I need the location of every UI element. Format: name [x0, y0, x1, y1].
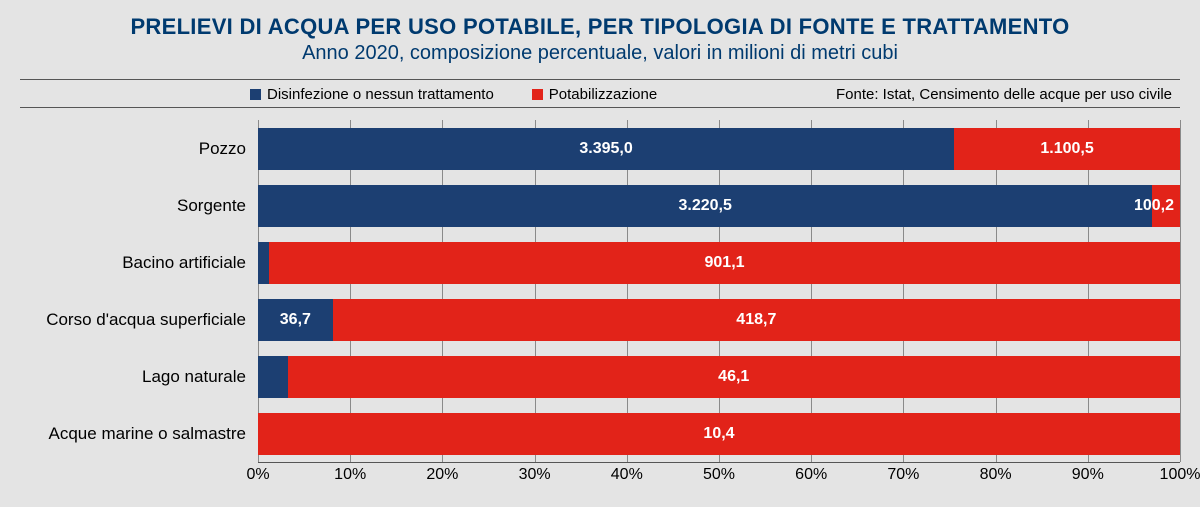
x-axis-tick: 50%: [703, 466, 735, 484]
stacked-bar: 3.220,5100,2: [258, 185, 1180, 227]
y-axis-label: Lago naturale: [20, 348, 258, 405]
bar-segment-b: 901,1: [269, 242, 1180, 284]
bar-segment-b: 10,4: [258, 413, 1180, 455]
x-axis-line: [258, 462, 1180, 463]
x-axis-tick: 90%: [1072, 466, 1104, 484]
x-axis-tick: 10%: [334, 466, 366, 484]
x-axis-tick: 70%: [887, 466, 919, 484]
bars-container: 3.395,01.100,5 3.220,5100,2 0,2901,1 36,741…: [258, 120, 1180, 462]
stacked-bar: 0,2901,1: [258, 242, 1180, 284]
bar-segment-b: 46,1: [288, 356, 1180, 398]
source-text: Fonte: Istat, Censimento delle acque per…: [836, 86, 1180, 103]
bar-segment-b: 100,2: [1152, 185, 1180, 227]
bar-row: 3.395,01.100,5: [258, 120, 1180, 177]
plot-area: 3.395,01.100,5 3.220,5100,2 0,2901,1 36,741…: [258, 120, 1180, 462]
legend-item-a: Disinfezione o nessun trattamento: [250, 86, 494, 103]
x-axis-tick: 20%: [426, 466, 458, 484]
x-axis-tick: 60%: [795, 466, 827, 484]
legend-swatch-a: [250, 89, 261, 100]
bar-row: 1,546,1: [258, 348, 1180, 405]
stacked-bar: 36,7418,7: [258, 299, 1180, 341]
x-axis-tick: 0%: [246, 466, 269, 484]
x-axis-tick: 40%: [611, 466, 643, 484]
bar-segment-a: 3.220,5: [258, 185, 1152, 227]
bar-segment-a: 1,5: [258, 356, 288, 398]
x-axis-tick: 30%: [519, 466, 551, 484]
y-axis-label: Pozzo: [20, 120, 258, 177]
stacked-bar: 1,546,1: [258, 356, 1180, 398]
x-axis-tick: 100%: [1160, 466, 1200, 484]
bar-row: 0,2901,1: [258, 234, 1180, 291]
stacked-bar: 3.395,01.100,5: [258, 128, 1180, 170]
y-axis-label: Sorgente: [20, 177, 258, 234]
x-axis-tick: 80%: [980, 466, 1012, 484]
legend-swatch-b: [532, 89, 543, 100]
chart-area: PozzoSorgenteBacino artificialeCorso d'a…: [20, 120, 1180, 462]
bar-segment-a: 0,2: [258, 242, 269, 284]
legend-item-b: Potabilizzazione: [532, 86, 657, 103]
chart-title: PRELIEVI DI ACQUA PER USO POTABILE, PER …: [20, 14, 1180, 40]
bar-segment-b: 1.100,5: [954, 128, 1180, 170]
bar-row: 36,7418,7: [258, 291, 1180, 348]
legend-row: Disinfezione o nessun trattamento Potabi…: [20, 80, 1180, 108]
x-axis-ticks: 0%10%20%30%40%50%60%70%80%90%100%: [258, 462, 1180, 488]
chart-subtitle: Anno 2020, composizione percentuale, val…: [20, 42, 1180, 65]
bar-row: 3.220,5100,2: [258, 177, 1180, 234]
legend-label-b: Potabilizzazione: [549, 86, 657, 103]
y-axis-label: Corso d'acqua superficiale: [20, 291, 258, 348]
legend-label-a: Disinfezione o nessun trattamento: [267, 86, 494, 103]
stacked-bar: 10,4: [258, 413, 1180, 455]
y-axis-labels: PozzoSorgenteBacino artificialeCorso d'a…: [20, 120, 258, 462]
bar-segment-a: 36,7: [258, 299, 333, 341]
gridline: [1180, 120, 1181, 462]
bar-segment-a: 3.395,0: [258, 128, 954, 170]
bar-row: 10,4: [258, 405, 1180, 462]
y-axis-label: Acque marine o salmastre: [20, 405, 258, 462]
bar-segment-b: 418,7: [333, 299, 1180, 341]
y-axis-label: Bacino artificiale: [20, 234, 258, 291]
